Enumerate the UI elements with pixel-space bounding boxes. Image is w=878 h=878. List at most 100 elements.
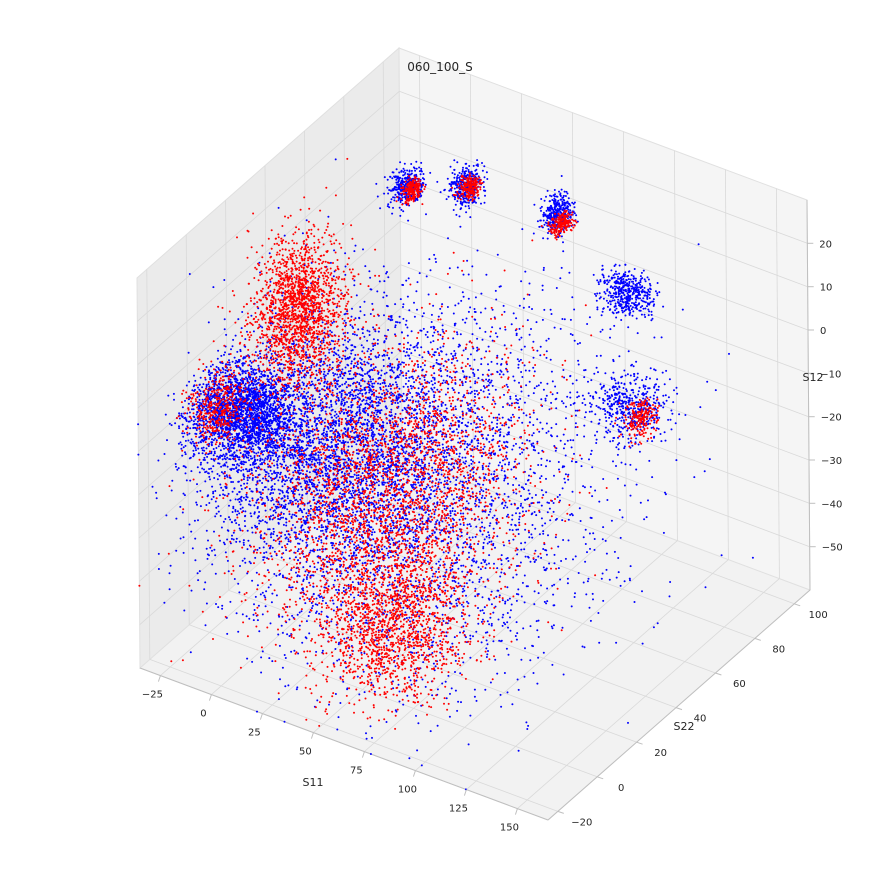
data-point	[496, 354, 499, 357]
data-point	[391, 212, 394, 215]
data-point	[170, 424, 173, 427]
data-point	[240, 460, 243, 463]
data-point	[238, 501, 241, 503]
data-point	[280, 535, 283, 538]
data-point	[240, 393, 243, 395]
data-point	[448, 267, 451, 270]
data-point	[470, 455, 473, 457]
x-axis-line	[139, 667, 549, 821]
data-point	[268, 422, 271, 425]
data-point	[315, 459, 318, 462]
data-point	[377, 499, 380, 502]
data-point	[355, 554, 358, 557]
data-point	[196, 503, 198, 506]
data-point	[208, 452, 211, 455]
data-point	[223, 457, 226, 460]
data-point	[402, 486, 405, 489]
data-point	[389, 387, 392, 390]
data-point	[213, 452, 216, 455]
data-point	[339, 509, 342, 512]
data-point	[382, 465, 385, 468]
grid-line-x	[419, 55, 423, 446]
data-point	[417, 481, 420, 484]
data-point	[243, 434, 246, 437]
data-point	[403, 494, 406, 497]
data-point	[398, 321, 401, 324]
data-point	[252, 392, 255, 395]
data-point	[246, 369, 249, 372]
data-point	[232, 457, 235, 460]
data-point	[368, 270, 371, 273]
data-point	[264, 391, 267, 393]
data-point	[216, 473, 219, 475]
data-point	[383, 400, 386, 403]
data-point	[437, 405, 440, 408]
data-point	[340, 370, 343, 373]
data-point	[310, 364, 313, 367]
data-point	[353, 345, 356, 348]
data-point	[277, 426, 280, 429]
data-point	[281, 434, 283, 437]
data-point	[202, 458, 205, 461]
data-point	[229, 477, 232, 480]
grid-line-y	[307, 520, 716, 674]
data-point	[215, 365, 218, 368]
data-point	[309, 401, 312, 404]
data-point	[288, 453, 291, 456]
data-point	[364, 463, 367, 466]
data-point	[432, 390, 435, 393]
data-point	[249, 455, 252, 458]
data-point	[264, 437, 267, 440]
data-point	[396, 444, 399, 447]
data-point	[251, 393, 254, 396]
data-point	[270, 536, 273, 539]
data-point	[282, 406, 285, 409]
data-point	[279, 432, 281, 435]
data-point	[264, 424, 266, 426]
data-point	[293, 405, 296, 408]
data-point	[457, 441, 460, 444]
data-point	[214, 490, 217, 492]
data-point	[305, 397, 308, 400]
data-point	[353, 279, 356, 282]
data-point	[245, 424, 248, 426]
data-point	[256, 458, 259, 461]
data-point	[360, 478, 363, 481]
data-point	[340, 396, 343, 398]
data-point	[252, 399, 255, 402]
data-point	[245, 376, 247, 379]
data-point	[220, 486, 223, 489]
data-point	[374, 409, 377, 412]
data-point	[248, 487, 251, 490]
data-point	[386, 478, 389, 480]
data-point	[429, 412, 431, 415]
data-point	[328, 351, 331, 354]
data-point	[304, 341, 306, 344]
data-point	[266, 407, 269, 410]
data-point	[341, 377, 344, 380]
data-point	[351, 494, 353, 497]
data-point	[368, 384, 371, 387]
data-point	[205, 547, 208, 550]
data-point	[225, 446, 227, 449]
data-point	[330, 534, 333, 537]
data-point	[187, 351, 190, 354]
data-point	[390, 351, 393, 354]
data-point	[293, 416, 296, 419]
data-point	[229, 369, 232, 372]
data-point	[207, 445, 210, 448]
data-point	[206, 455, 209, 458]
data-point	[377, 422, 380, 425]
data-point	[405, 351, 408, 354]
data-point	[298, 417, 301, 420]
data-point	[256, 440, 259, 443]
data-point	[307, 395, 309, 398]
data-point	[253, 436, 255, 439]
data-point	[299, 472, 302, 475]
data-point	[195, 429, 198, 431]
data-point	[240, 469, 243, 472]
data-point	[270, 382, 273, 385]
data-point	[332, 275, 335, 278]
data-point	[244, 510, 247, 513]
data-point	[355, 449, 358, 452]
